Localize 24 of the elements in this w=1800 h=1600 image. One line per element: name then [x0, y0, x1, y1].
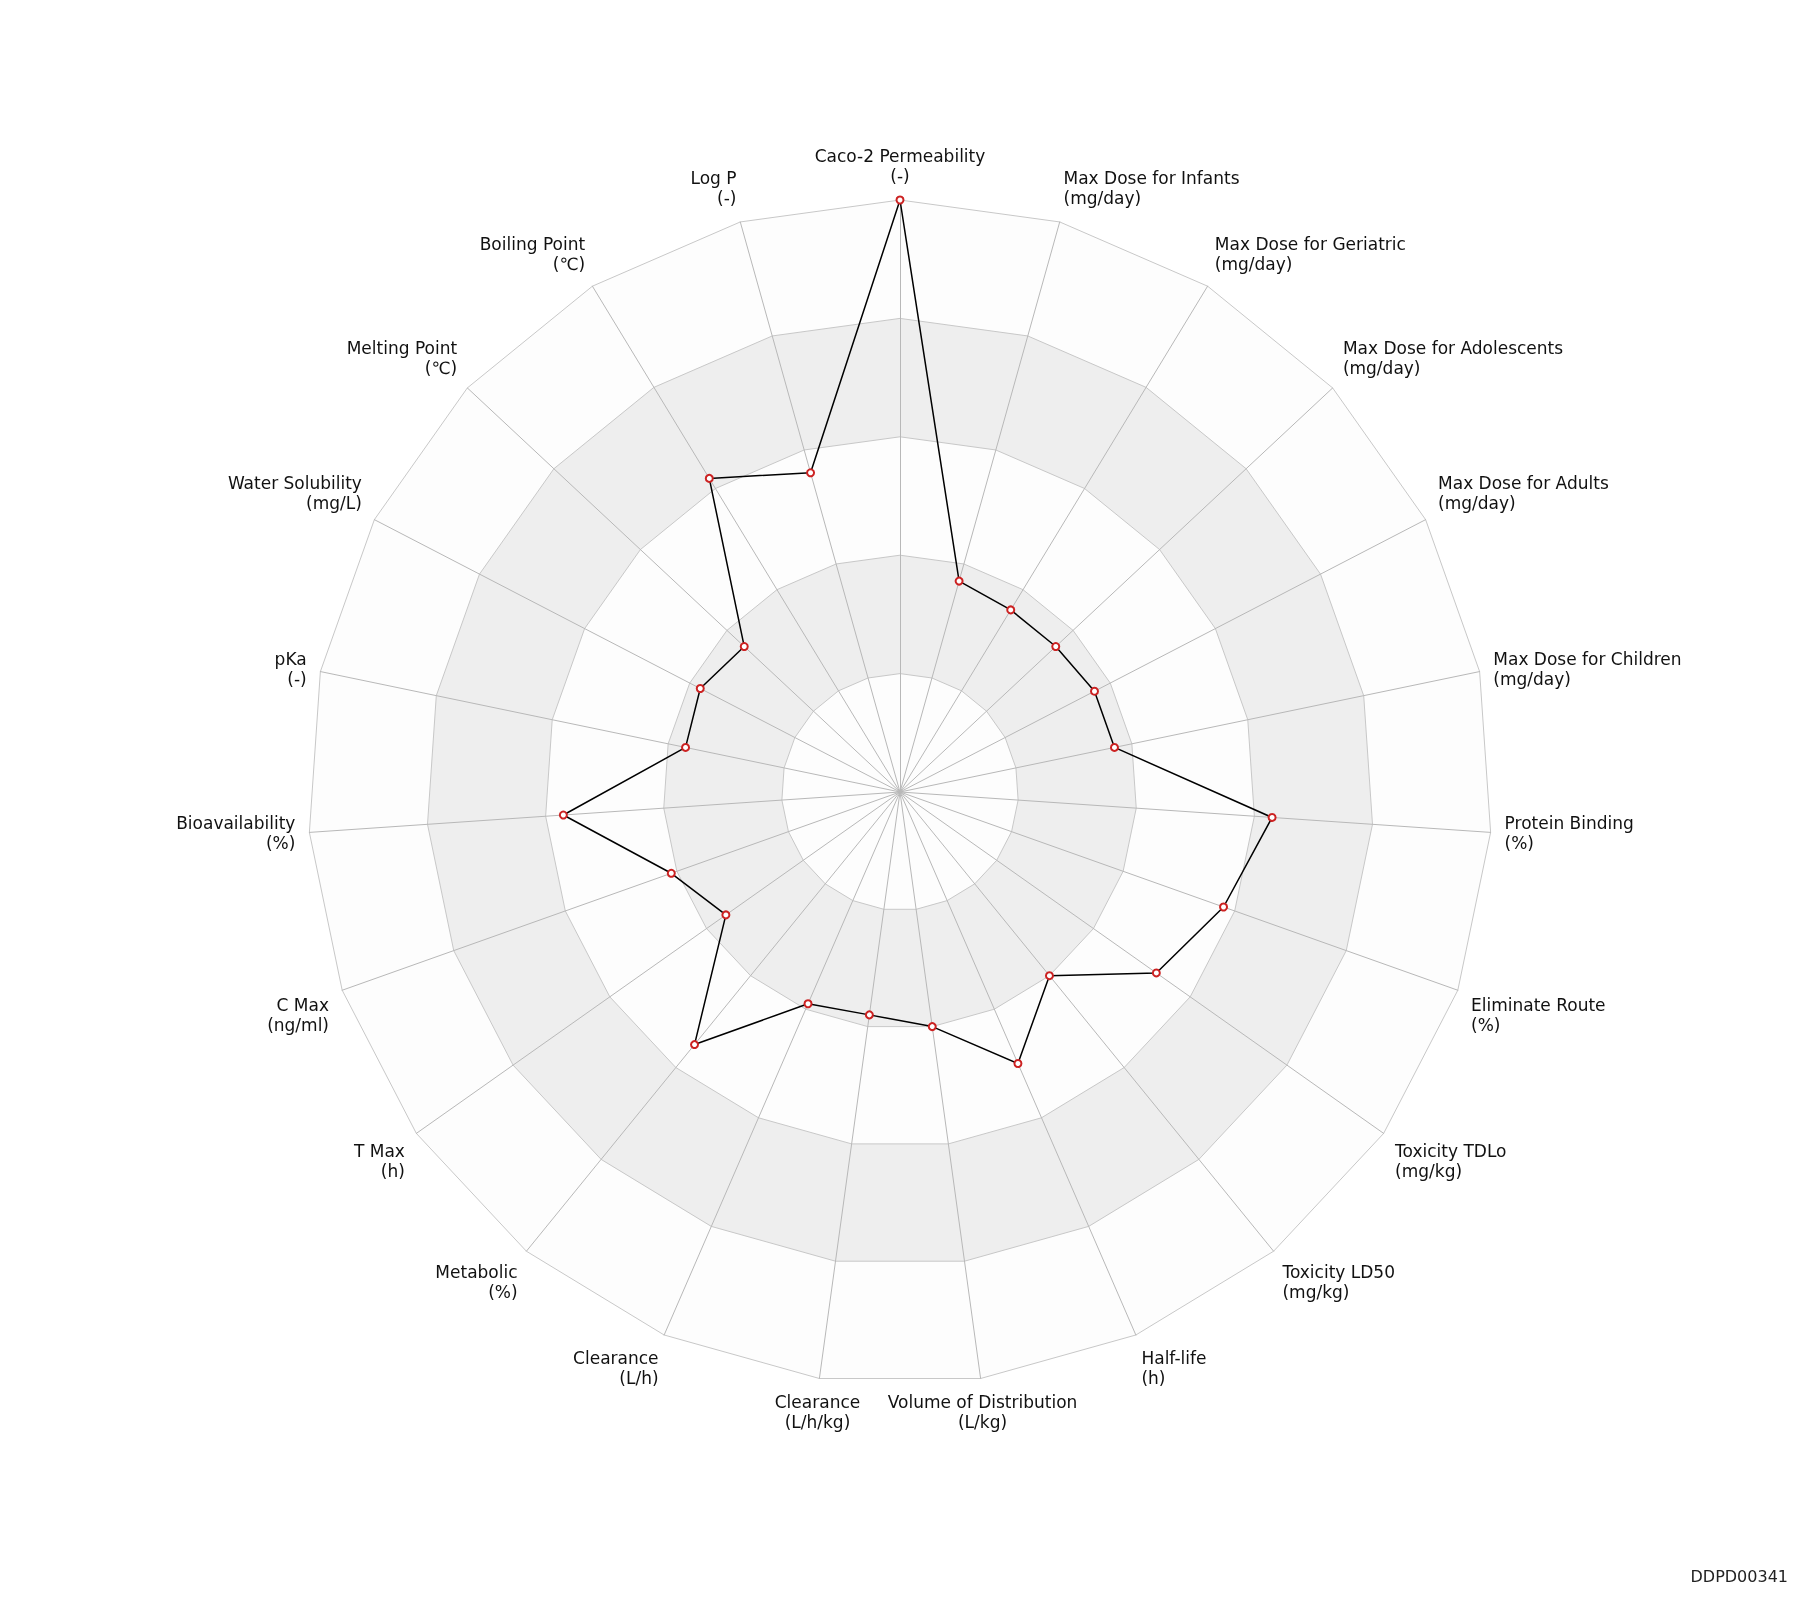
spoke-label: Max Dose for Infants (mg/day) — [1063, 168, 1240, 209]
spoke-label: Water Solubility (mg/L) — [227, 473, 362, 514]
spoke-label: Max Dose for Adults (mg/day) — [1438, 473, 1609, 514]
spoke-label: Max Dose for Children (mg/day) — [1493, 648, 1682, 689]
spoke-label: Bioavailability (%) — [176, 813, 296, 854]
text: DDPD00341 — [1690, 1567, 1788, 1586]
spoke-label: Melting Point (℃) — [346, 338, 458, 379]
spoke-label: Clearance (L/h/kg) — [774, 1392, 861, 1433]
spoke-label: Log P (-) — [690, 168, 737, 209]
spoke-label: T Max (h) — [352, 1141, 405, 1182]
spoke-label: Volume of Distribution (L/kg) — [887, 1392, 1078, 1433]
spoke-label: Max Dose for Geriatric (mg/day) — [1214, 234, 1406, 275]
spoke-label: Eliminate Route (%) — [1471, 994, 1606, 1035]
spoke-label: Half-life (h) — [1141, 1347, 1207, 1388]
spoke-label: pKa (-) — [274, 648, 307, 689]
spoke-label: Toxicity LD50 (mg/kg) — [1281, 1262, 1395, 1303]
spoke-label: Protein Binding (%) — [1504, 813, 1634, 854]
spoke-label: Caco-2 Permeability (-) — [814, 146, 986, 186]
spoke-label: Clearance (L/h) — [573, 1347, 659, 1388]
spoke-label: Toxicity TDLo (mg/kg) — [1394, 1141, 1507, 1182]
spoke-label: Boiling Point (℃) — [479, 234, 586, 275]
spoke-label: Max Dose for Adolescents (mg/day) — [1342, 338, 1564, 379]
spoke-label: Metabolic (%) — [435, 1262, 518, 1303]
spoke-label: C Max (ng/ml) — [267, 994, 329, 1035]
